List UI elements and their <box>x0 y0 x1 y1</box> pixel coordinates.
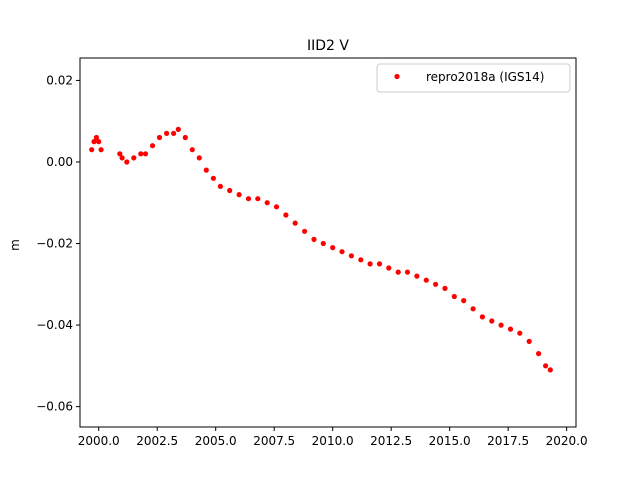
data-point <box>543 363 549 369</box>
x-tick-label: 2020.0 <box>546 434 588 448</box>
data-point <box>98 147 104 153</box>
data-point <box>91 139 97 145</box>
data-point <box>376 261 383 267</box>
data-point <box>395 269 401 275</box>
y-tick-label: −0.06 <box>36 400 73 414</box>
data-point <box>423 277 429 283</box>
data-point <box>273 204 280 210</box>
data-point <box>264 200 270 206</box>
data-point <box>236 192 242 198</box>
data-point <box>283 212 289 218</box>
data-point <box>330 245 336 251</box>
data-point <box>203 167 209 173</box>
legend: repro2018a (IGS14) <box>376 63 571 93</box>
chart-title: IID2 V <box>307 38 349 54</box>
data-point <box>142 151 149 157</box>
data-point <box>386 265 392 271</box>
x-tick-label: 2005.0 <box>195 434 237 448</box>
y-axis-label: m <box>8 239 22 251</box>
data-point <box>227 187 233 194</box>
data-point <box>124 159 130 165</box>
data-point <box>217 183 223 189</box>
data-point <box>210 175 216 181</box>
data-point <box>196 155 202 161</box>
x-axis-ticks: 2000.0 2002.5 2005.0 2007.5 2010.0 2012.5 2015… <box>78 427 588 448</box>
data-point <box>526 338 532 344</box>
data-point <box>189 147 195 153</box>
data-point <box>245 196 252 202</box>
data-point <box>119 155 125 161</box>
data-point <box>255 196 261 202</box>
data-point <box>171 130 177 136</box>
data-point <box>461 298 467 304</box>
x-tick-label: 2000.0 <box>78 434 120 448</box>
data-point <box>404 269 411 275</box>
data-point <box>339 249 345 255</box>
data-point <box>367 261 373 267</box>
x-tick-label: 2007.5 <box>253 434 295 448</box>
data-point <box>149 143 156 149</box>
scatter-points <box>89 126 553 373</box>
data-point <box>175 126 181 132</box>
data-point <box>498 322 504 328</box>
data-point <box>89 147 95 153</box>
data-point <box>507 326 514 332</box>
data-point <box>93 134 99 141</box>
data-point <box>547 367 553 373</box>
y-tick-label: 0.02 <box>46 73 73 87</box>
data-point <box>442 285 448 291</box>
y-tick-label: −0.04 <box>36 318 73 332</box>
data-point <box>96 139 102 145</box>
data-point <box>117 151 123 157</box>
data-point <box>470 306 476 312</box>
data-point <box>517 330 523 336</box>
data-point <box>414 273 420 279</box>
data-point <box>164 130 170 136</box>
data-point <box>292 220 298 226</box>
x-tick-label: 2017.5 <box>487 434 529 448</box>
data-point <box>320 240 326 247</box>
data-point <box>489 318 495 324</box>
y-tick-label: 0.00 <box>46 155 73 169</box>
x-tick-label: 2015.0 <box>429 434 471 448</box>
data-point <box>311 236 317 242</box>
y-axis-ticks: 0.02 0.00 −0.02 −0.04 −0.06 <box>36 73 80 414</box>
data-point <box>131 155 137 161</box>
legend-box <box>376 63 571 93</box>
data-point <box>182 134 188 141</box>
data-point <box>479 314 485 320</box>
data-point <box>302 228 308 234</box>
data-point <box>358 257 364 263</box>
x-tick-label: 2012.5 <box>370 434 412 448</box>
data-point <box>433 281 439 287</box>
legend-label: repro2018a (IGS14) <box>426 70 544 84</box>
x-tick-label: 2002.5 <box>136 434 178 448</box>
data-point <box>451 293 457 300</box>
y-tick-label: −0.02 <box>36 237 73 251</box>
data-point <box>156 134 163 141</box>
data-point <box>138 151 144 157</box>
data-point <box>536 351 542 357</box>
data-point <box>348 253 354 259</box>
plot-frame <box>79 57 577 428</box>
legend-marker <box>394 73 400 80</box>
x-tick-label: 2010.0 <box>312 434 354 448</box>
